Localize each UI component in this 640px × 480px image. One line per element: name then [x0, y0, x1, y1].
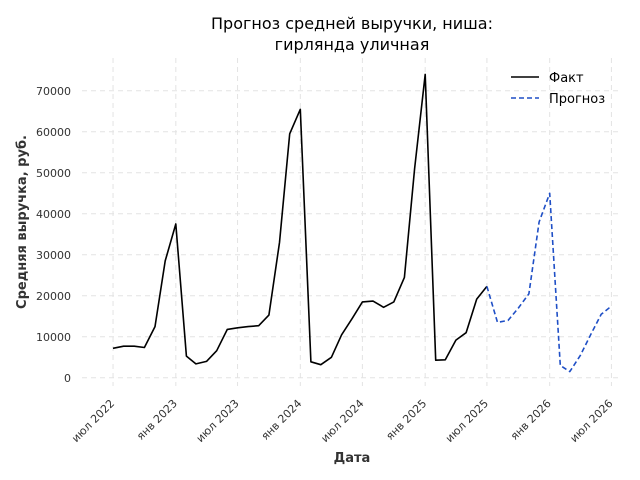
x-tick-label-5: янв 2025	[383, 397, 429, 443]
y-tick-label-2: 20000	[36, 290, 71, 303]
x-tick-label-4: июл 2024	[318, 397, 366, 445]
chart-title-line-2: гирлянда уличная	[275, 35, 430, 54]
grid-layer	[82, 58, 622, 386]
x-tick-label-1: янв 2023	[134, 397, 180, 443]
x-tick-label-2: июл 2023	[194, 397, 242, 445]
chart-title-line-1: Прогноз средней выручки, ниша:	[211, 14, 493, 33]
legend: Факт Прогноз	[511, 71, 605, 107]
y-tick-label-4: 40000	[36, 208, 71, 221]
y-tick-label-7: 70000	[36, 85, 71, 98]
y-tick-label-6: 60000	[36, 126, 71, 139]
y-axis-ticks: 0 10000 20000 30000 40000 50000 60000 70000	[36, 85, 71, 385]
y-tick-label-1: 10000	[36, 331, 71, 344]
x-axis-label: Дата	[334, 451, 371, 466]
x-tick-label-7: янв 2026	[508, 397, 554, 443]
legend-label-forecast: Прогноз	[549, 92, 605, 107]
x-tick-label-3: янв 2024	[259, 397, 305, 443]
x-tick-label-6: июл 2025	[443, 397, 491, 445]
y-tick-label-5: 50000	[36, 167, 71, 180]
legend-label-fact: Факт	[549, 71, 584, 86]
y-tick-label-3: 30000	[36, 249, 71, 262]
series-line-fact	[112, 73, 488, 366]
y-tick-label-0: 0	[64, 372, 71, 385]
y-axis-label: Средняя выручка, руб.	[15, 135, 30, 309]
series-line-forecast	[486, 192, 612, 373]
x-axis-ticks: июл 2022 янв 2023 июл 2023 янв 2024 июл 2024…	[69, 397, 615, 445]
x-tick-label-0: июл 2022	[69, 397, 117, 445]
series-layer	[112, 73, 612, 373]
x-tick-label-8: июл 2026	[568, 397, 616, 445]
